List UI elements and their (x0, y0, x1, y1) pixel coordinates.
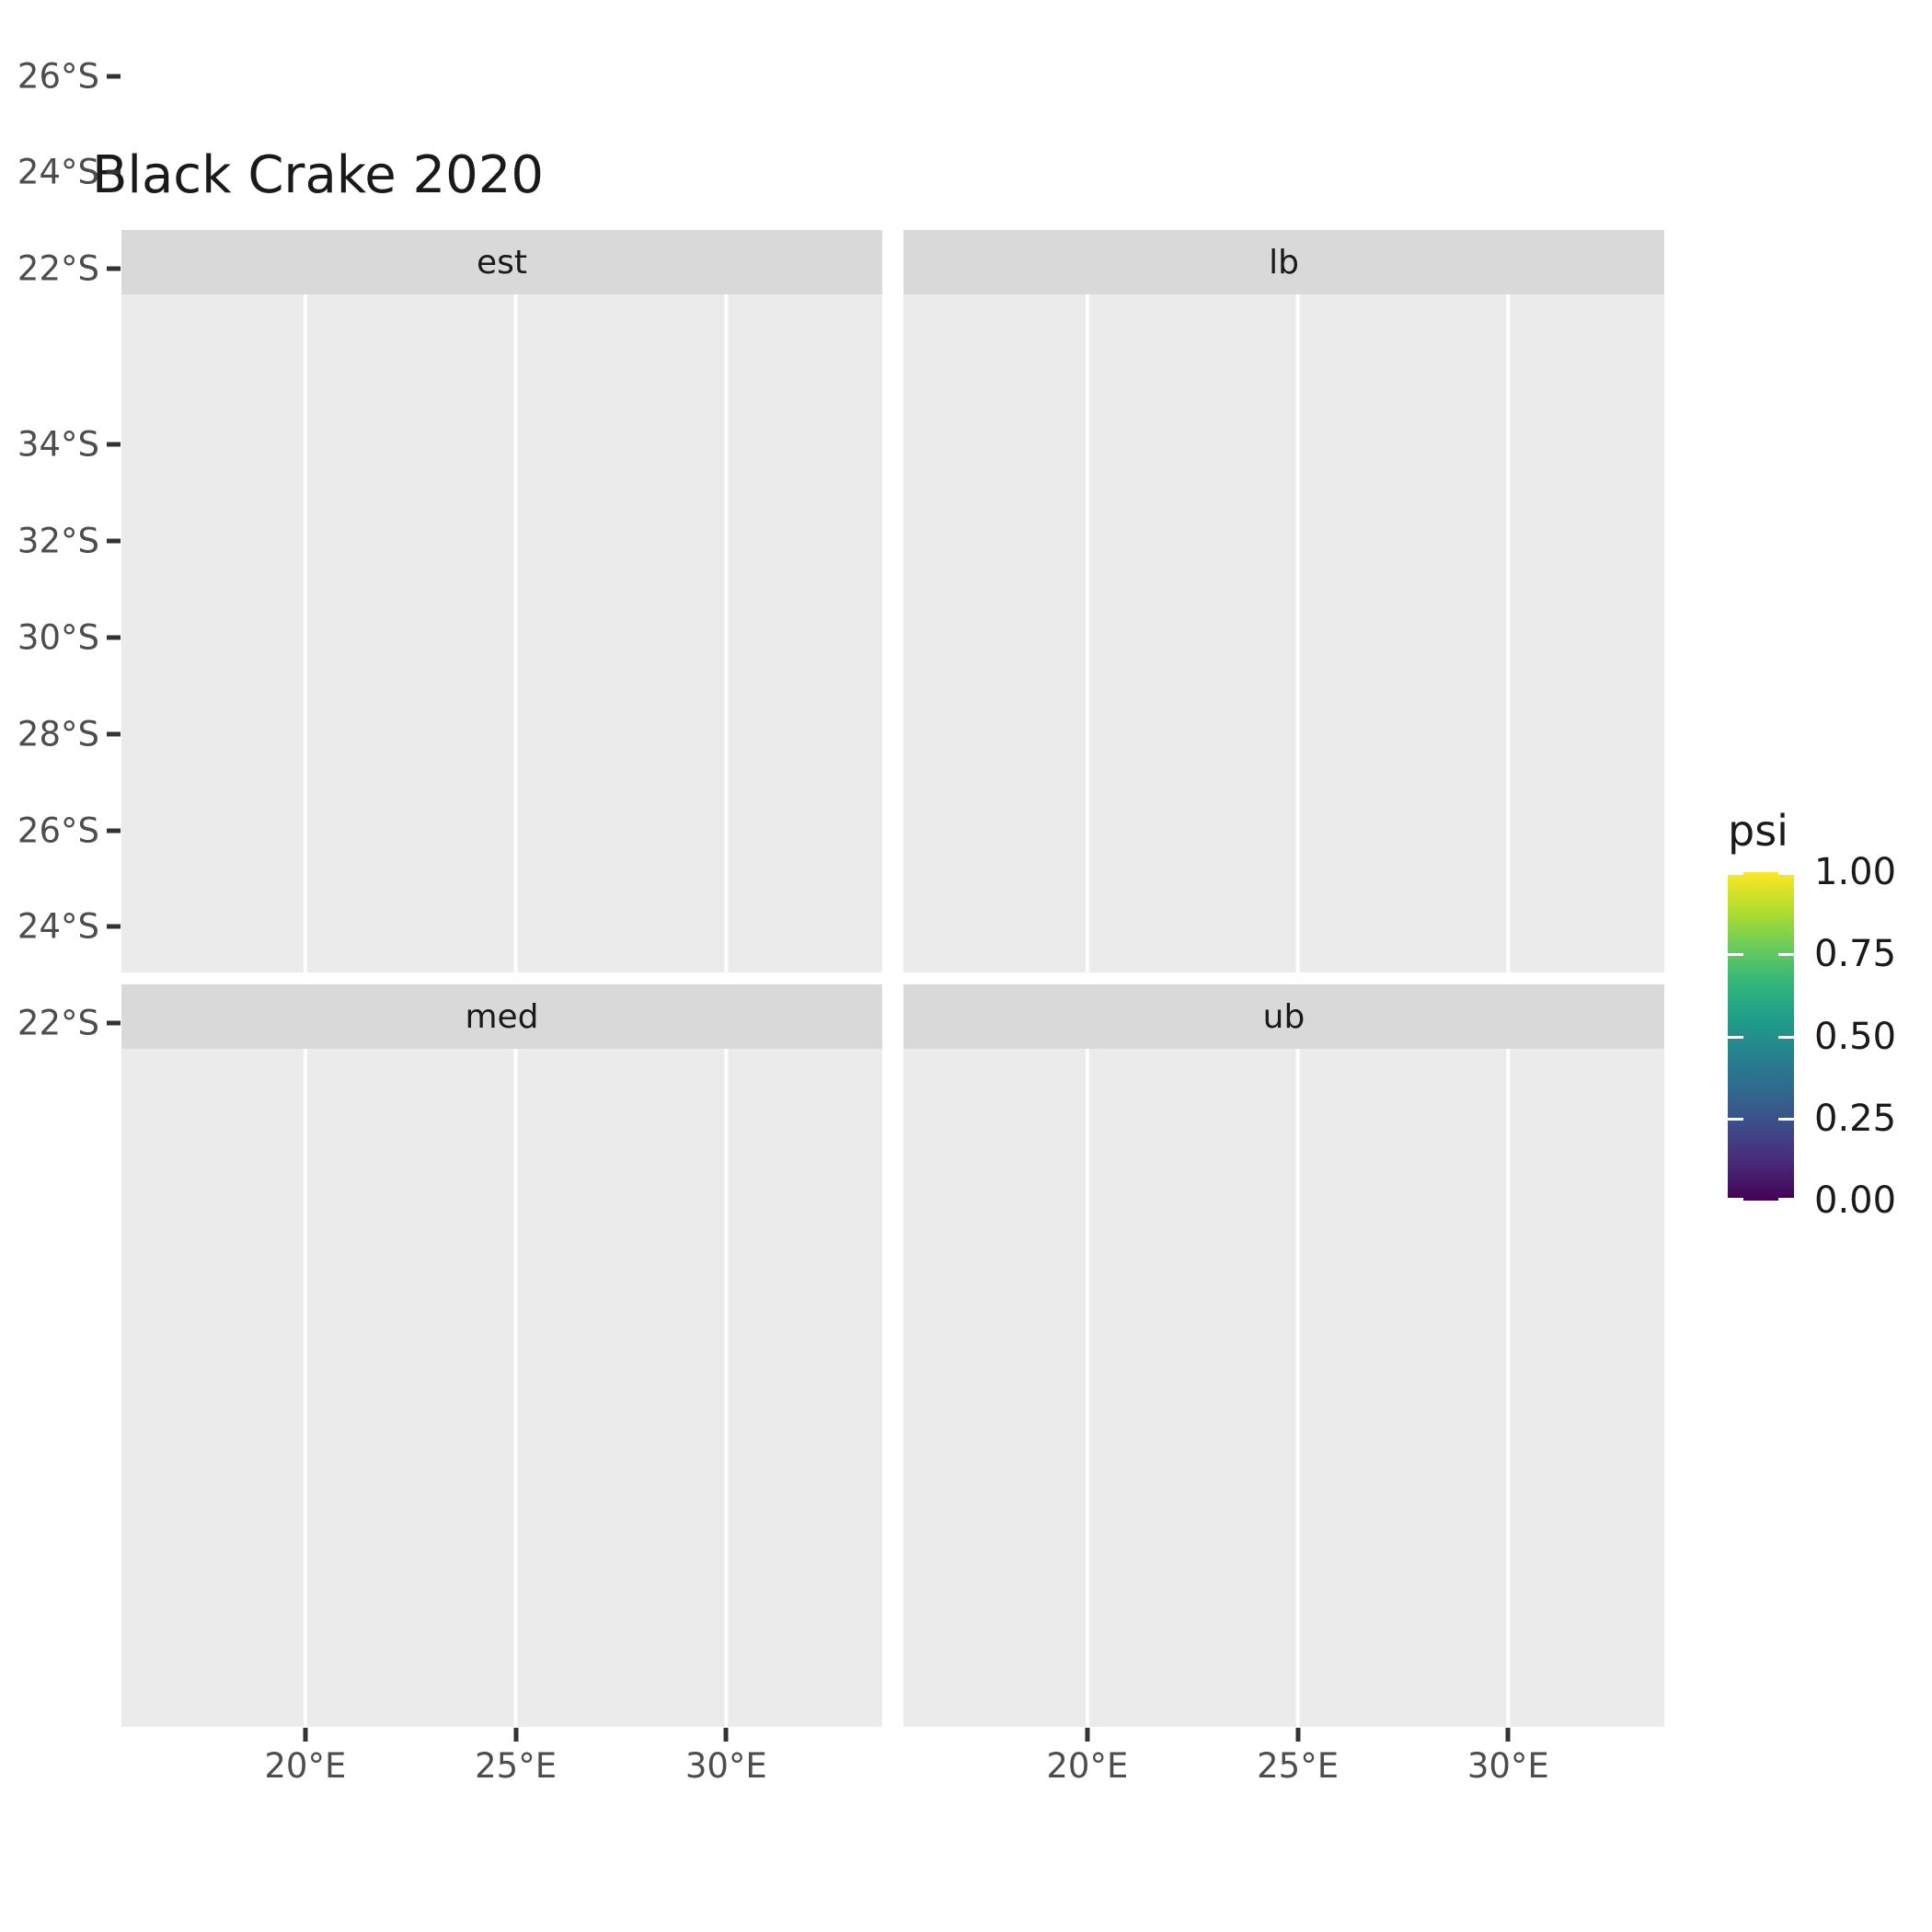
y-axis-label: 32°S (17, 521, 99, 561)
x-axis-tick (303, 1728, 308, 1742)
map-panel-est (121, 294, 882, 972)
legend-label: 0.75 (1814, 933, 1897, 976)
x-axis-label: 30°E (1466, 1746, 1549, 1786)
y-axis-tick (107, 169, 121, 175)
x-axis-label: 25°E (1257, 1746, 1340, 1786)
x-axis-label: 20°E (1046, 1746, 1129, 1786)
legend-tick (1778, 1198, 1794, 1201)
x-axis-tick (1505, 1728, 1511, 1742)
y-axis-label: 24°S (17, 152, 99, 192)
legend-tick (1728, 872, 1743, 875)
legend-tick (1728, 1035, 1743, 1039)
legend-label: 0.50 (1814, 1015, 1897, 1058)
facet-strip-label-est: est (476, 243, 528, 282)
legend-tick (1778, 1035, 1794, 1039)
legend-tick (1728, 1117, 1743, 1121)
y-axis-tick (107, 538, 121, 544)
x-axis-tick (513, 1728, 519, 1742)
plot-title: Black Crake 2020 (92, 145, 544, 205)
facet-strip-med: med (121, 984, 882, 1049)
y-axis-label: 26°S (17, 56, 99, 97)
y-axis-label: 34°S (17, 424, 99, 465)
x-axis-tick (1295, 1728, 1301, 1742)
x-axis-tick (1085, 1728, 1090, 1742)
legend-label: 0.25 (1814, 1097, 1897, 1140)
x-axis-label: 20°E (264, 1746, 347, 1786)
facet-strip-label-ub: ub (1262, 997, 1305, 1036)
legend-tick (1778, 953, 1794, 957)
legend-title: psi (1728, 806, 1788, 856)
facet-med-map-canvas (121, 1049, 882, 1727)
y-axis-tick (107, 828, 121, 834)
legend-label: 1.00 (1814, 851, 1897, 893)
facet-strip-label-lb: lb (1269, 243, 1299, 282)
map-panel-ub (903, 1049, 1664, 1727)
legend-tick (1728, 953, 1743, 957)
y-axis-label: 24°S (17, 906, 99, 947)
x-axis-label: 25°E (475, 1746, 558, 1786)
y-axis-tick (107, 1020, 121, 1026)
map-panel-lb (903, 294, 1664, 972)
y-axis-tick (107, 635, 121, 640)
legend-tick (1778, 872, 1794, 875)
facet-lb-map-canvas (903, 294, 1664, 972)
y-axis-label: 22°S (17, 1003, 99, 1043)
legend-tick (1778, 1117, 1794, 1121)
y-axis-label: 22°S (17, 248, 99, 289)
legend-tick (1728, 1198, 1743, 1201)
y-axis-tick (107, 74, 121, 79)
y-axis-label: 28°S (17, 714, 99, 754)
y-axis-tick (107, 731, 121, 737)
y-axis-tick (107, 924, 121, 929)
x-axis-label: 30°E (684, 1746, 767, 1786)
x-axis-tick (723, 1728, 729, 1742)
map-panel-med (121, 1049, 882, 1727)
y-axis-label: 30°S (17, 617, 99, 658)
facet-est-map-canvas (121, 294, 882, 972)
legend-label: 0.00 (1814, 1179, 1897, 1222)
y-axis-tick (107, 266, 121, 271)
facet-strip-est: est (121, 230, 882, 294)
y-axis-tick (107, 442, 121, 447)
facet-strip-ub: ub (903, 984, 1664, 1049)
facet-strip-lb: lb (903, 230, 1664, 294)
facet-ub-map-canvas (903, 1049, 1664, 1727)
facet-strip-label-med: med (465, 997, 539, 1036)
y-axis-label: 26°S (17, 811, 99, 851)
